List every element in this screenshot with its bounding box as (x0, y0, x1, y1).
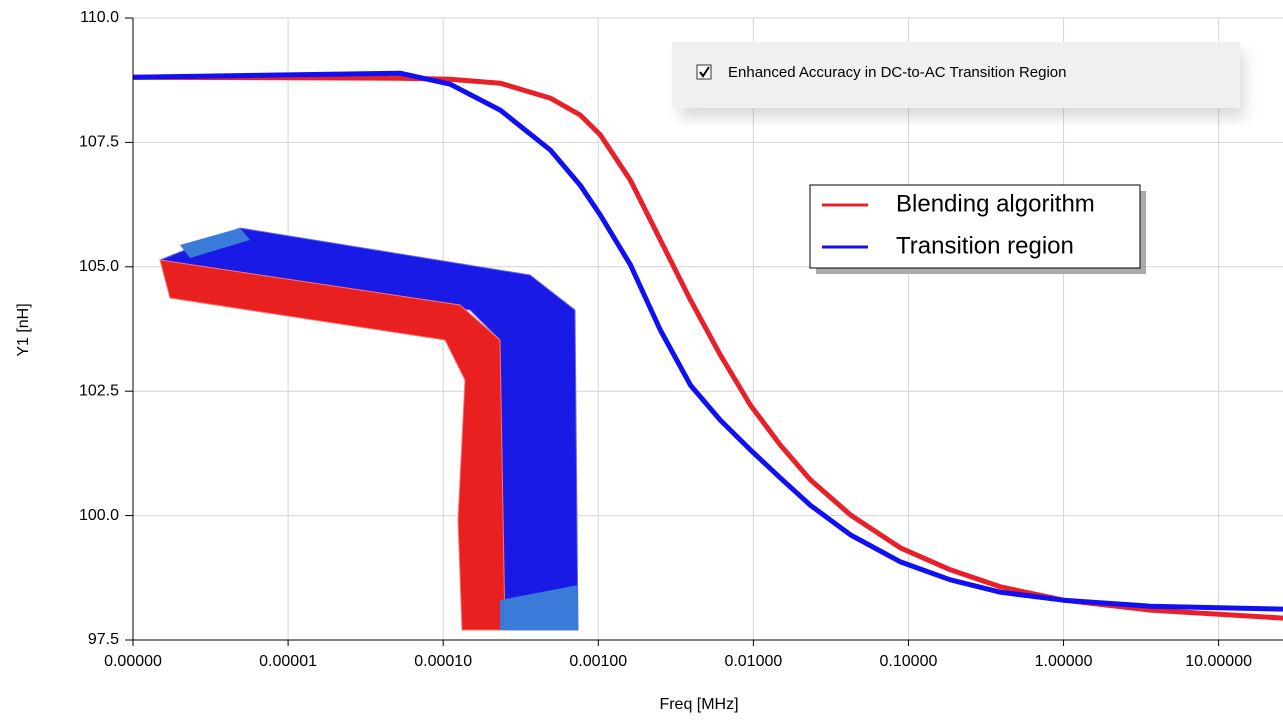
x-axis-label: Freq [MHz] (659, 696, 738, 713)
y-axis-label: Y1 [nH] (15, 303, 32, 356)
x-tick-label: 0.00001 (259, 653, 317, 670)
legend-label: Transition region (896, 232, 1074, 259)
checkbox-label[interactable]: Enhanced Accuracy in DC-to-AC Transition… (728, 64, 1067, 81)
series-line (133, 73, 1283, 609)
x-tick-label: 0.00000 (104, 653, 162, 670)
series-line (133, 77, 1283, 618)
y-tick-label: 110.0 (80, 9, 119, 26)
mesh-image (160, 228, 578, 630)
y-tick-label: 97.5 (88, 631, 119, 648)
y-tick-label: 105.0 (79, 258, 119, 275)
y-tick-label: 107.5 (79, 134, 119, 151)
page: {"chart_data": {"type": "line", "x_label… (0, 0, 1283, 721)
chart: Freq [MHz] Y1 [nH] Enhanced Accuracy in … (0, 0, 1283, 721)
y-tick-label: 100.0 (79, 507, 119, 524)
x-tick-label: 0.10000 (880, 653, 938, 670)
x-tick-label: 0.00100 (569, 653, 627, 670)
x-tick-label: 0.00010 (414, 653, 472, 670)
y-tick-label: 102.5 (79, 382, 119, 399)
x-tick-label: 0.01000 (724, 653, 782, 670)
x-tick-label: 1.00000 (1035, 653, 1093, 670)
x-tick-label: 10.00000 (1185, 653, 1252, 670)
legend-label: Blending algorithm (896, 190, 1095, 217)
